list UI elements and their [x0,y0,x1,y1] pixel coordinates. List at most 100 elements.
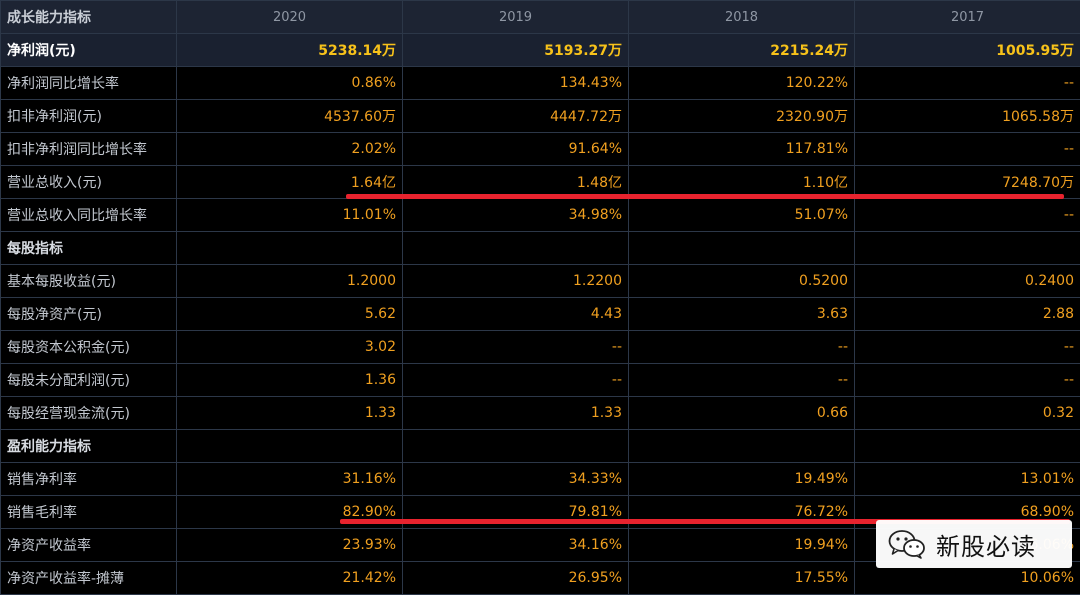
value-cell: 13.01% [855,463,1080,496]
year-header[interactable]: 2020 [177,1,403,34]
row-label: 净利润同比增长率 [1,67,177,100]
value-cell [403,430,629,463]
row-label: 销售毛利率 [1,496,177,529]
value-cell [629,430,855,463]
year-header[interactable]: 2019 [403,1,629,34]
value-cell: 11.01% [177,199,403,232]
value-cell: 5238.14万 [177,34,403,67]
value-cell [177,232,403,265]
row-label: 每股净资产(元) [1,298,177,331]
row-label: 扣非净利润同比增长率 [1,133,177,166]
value-cell: 4537.60万 [177,100,403,133]
value-cell [177,430,403,463]
red-highlight-line [346,194,1064,199]
value-cell: 1005.95万 [855,34,1080,67]
value-cell: 5.62 [177,298,403,331]
value-cell: 2215.24万 [629,34,855,67]
value-cell: 117.81% [629,133,855,166]
row-label: 净资产收益率 [1,529,177,562]
section-header-row: 盈利能力指标 [1,430,1080,463]
value-cell: 19.94% [629,529,855,562]
value-cell: 21.42% [177,562,403,595]
value-cell: 0.2400 [855,265,1080,298]
row-label: 营业总收入同比增长率 [1,199,177,232]
value-cell: 120.22% [629,67,855,100]
value-cell: 23.93% [177,529,403,562]
value-cell: 2.88 [855,298,1080,331]
value-cell: -- [855,133,1080,166]
value-cell: 34.98% [403,199,629,232]
year-header[interactable]: 2018 [629,1,855,34]
value-cell [629,232,855,265]
value-cell [403,232,629,265]
value-cell: 2.02% [177,133,403,166]
value-cell: -- [855,364,1080,397]
section-header-row: 每股指标 [1,232,1080,265]
row-label: 基本每股收益(元) [1,265,177,298]
value-cell: 17.55% [629,562,855,595]
value-cell: 34.16% [403,529,629,562]
section-label: 盈利能力指标 [1,430,177,463]
value-cell: 4.43 [403,298,629,331]
value-cell: -- [403,331,629,364]
value-cell: 91.64% [403,133,629,166]
value-cell: 0.5200 [629,265,855,298]
value-cell: 3.02 [177,331,403,364]
row-label: 扣非净利润(元) [1,100,177,133]
value-cell: 0.66 [629,397,855,430]
value-cell: 51.07% [629,199,855,232]
value-cell: 1065.58万 [855,100,1080,133]
value-cell: 26.95% [403,562,629,595]
value-cell: 1.33 [177,397,403,430]
row-label: 净利润(元) [1,34,177,67]
table-header-row: 成长能力指标 2020 2019 2018 2017 [1,1,1080,34]
value-cell: 1.2200 [403,265,629,298]
value-cell: 1.33 [403,397,629,430]
section-label: 每股指标 [1,232,177,265]
value-cell: -- [403,364,629,397]
value-cell: -- [629,331,855,364]
table-row: 每股资本公积金(元)3.02------ [1,331,1080,364]
value-cell: 5193.27万 [403,34,629,67]
row-label: 净资产收益率-摊薄 [1,562,177,595]
value-cell [855,232,1080,265]
value-cell: 3.63 [629,298,855,331]
value-cell: 1.36 [177,364,403,397]
header-label: 成长能力指标 [1,1,177,34]
value-cell: -- [855,199,1080,232]
wechat-icon [888,529,926,559]
row-label: 营业总收入(元) [1,166,177,199]
value-cell: -- [855,67,1080,100]
table-row: 每股未分配利润(元)1.36------ [1,364,1080,397]
value-cell [855,430,1080,463]
value-cell: 134.43% [403,67,629,100]
value-cell: 31.16% [177,463,403,496]
row-label: 销售净利率 [1,463,177,496]
value-cell: 34.33% [403,463,629,496]
year-header[interactable]: 2017 [855,1,1080,34]
value-cell: 1.2000 [177,265,403,298]
row-label: 每股经营现金流(元) [1,397,177,430]
value-cell: 2320.90万 [629,100,855,133]
value-cell: -- [855,331,1080,364]
row-label: 每股未分配利润(元) [1,364,177,397]
value-cell: 19.49% [629,463,855,496]
watermark-text: 新股必读 [936,527,1036,562]
row-label: 每股资本公积金(元) [1,331,177,364]
value-cell: 0.86% [177,67,403,100]
value-cell: -- [629,364,855,397]
value-cell: 0.32 [855,397,1080,430]
watermark: 新股必读 [876,520,1072,568]
value-cell: 4447.72万 [403,100,629,133]
